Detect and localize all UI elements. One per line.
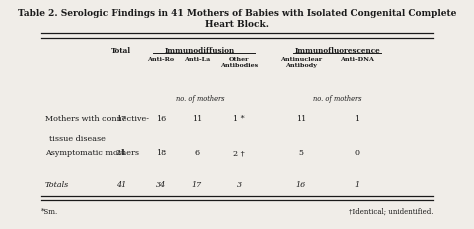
Text: no. of mothers: no. of mothers xyxy=(313,94,361,102)
Text: 1: 1 xyxy=(355,114,360,123)
Text: 5: 5 xyxy=(299,148,303,156)
Text: 17: 17 xyxy=(116,114,126,123)
Text: Anti-Ro: Anti-Ro xyxy=(147,57,174,62)
Text: 34: 34 xyxy=(156,180,166,188)
Text: Heart Block.: Heart Block. xyxy=(205,19,269,28)
Text: Mothers with connective-: Mothers with connective- xyxy=(45,114,149,123)
Text: 3: 3 xyxy=(237,180,242,188)
Text: Table 2. Serologic Findings in 41 Mothers of Babies with Isolated Congenital Com: Table 2. Serologic Findings in 41 Mother… xyxy=(18,9,456,18)
Text: Totals: Totals xyxy=(45,180,69,188)
Text: 2 †: 2 † xyxy=(233,148,245,156)
Text: Immunofluorescence: Immunofluorescence xyxy=(294,47,380,55)
Text: Immunodiffusion: Immunodiffusion xyxy=(165,47,235,55)
Text: Total: Total xyxy=(111,47,131,55)
Text: 16: 16 xyxy=(296,180,306,188)
Text: 16: 16 xyxy=(156,114,166,123)
Text: 11: 11 xyxy=(192,114,202,123)
Text: 0: 0 xyxy=(355,148,360,156)
Text: Other
Antibodies: Other Antibodies xyxy=(220,57,258,68)
Text: Asymptomatic mothers: Asymptomatic mothers xyxy=(45,148,139,156)
Text: †Identical; unidentified.: †Identical; unidentified. xyxy=(348,207,433,215)
Text: 24: 24 xyxy=(116,148,126,156)
Text: Antinuclear
Antibody: Antinuclear Antibody xyxy=(280,57,322,68)
Text: 6: 6 xyxy=(194,148,200,156)
Text: no. of mothers: no. of mothers xyxy=(176,94,224,102)
Text: Anti-La: Anti-La xyxy=(184,57,210,62)
Text: Anti-DNA: Anti-DNA xyxy=(340,57,374,62)
Text: *Sm.: *Sm. xyxy=(41,207,58,215)
Text: 1 *: 1 * xyxy=(233,114,245,123)
Text: 18: 18 xyxy=(156,148,166,156)
Text: tissue disease: tissue disease xyxy=(49,135,106,143)
Text: 11: 11 xyxy=(296,114,306,123)
Text: 41: 41 xyxy=(116,180,126,188)
Text: 17: 17 xyxy=(192,180,202,188)
Text: 1: 1 xyxy=(355,180,360,188)
